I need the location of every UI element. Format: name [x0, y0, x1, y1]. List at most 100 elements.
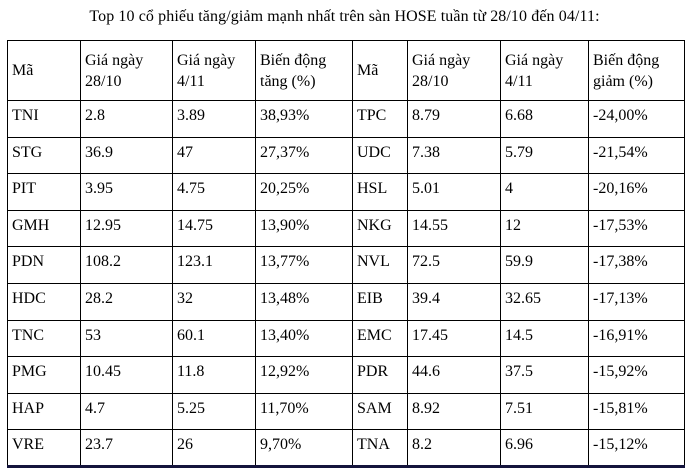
- value-cell: 37.5: [500, 356, 589, 394]
- value-cell: 23.7: [80, 429, 173, 467]
- value-cell: 7.38: [407, 136, 501, 175]
- value-cell: 14.55: [407, 209, 501, 248]
- value-cell: -15,92%: [588, 356, 685, 394]
- table-row: PIT 3.95 4.75 20,25% HSL 5.01 4 -20,16%: [7, 173, 685, 211]
- value-cell: 26: [172, 429, 256, 467]
- value-cell: 4.75: [172, 173, 256, 211]
- value-cell: 5.01: [407, 173, 501, 211]
- value-cell: -17,53%: [588, 209, 685, 248]
- stock-code-cell: EMC: [352, 319, 408, 358]
- value-cell: 3.89: [172, 100, 256, 138]
- stock-code-cell: UDC: [352, 136, 408, 175]
- table-row: TNC 53 60.1 13,40% EMC 17.45 14.5 -16,91%: [7, 319, 685, 358]
- table-row: TNI 2.8 3.89 38,93% TPC 8.79 6.68 -24,00%: [7, 100, 685, 138]
- value-cell: -15,81%: [588, 392, 685, 431]
- value-cell: 72.5: [407, 246, 501, 284]
- value-cell: 3.95: [80, 173, 173, 211]
- table-row: HAP 4.7 5.25 11,70% SAM 8.92 7.51 -15,81%: [7, 392, 685, 431]
- stock-code-cell: VRE: [7, 429, 81, 467]
- value-cell: 20,25%: [255, 173, 353, 211]
- stock-code-cell: PDN: [7, 246, 81, 284]
- value-cell: 5.25: [172, 392, 256, 431]
- stock-code-cell: HSL: [352, 173, 408, 211]
- header-price-0411-losers: Giá ngày 4/11: [500, 40, 589, 101]
- value-cell: 13,48%: [255, 282, 353, 321]
- value-cell: 39.4: [407, 282, 501, 321]
- value-cell: 108.2: [80, 246, 173, 284]
- stock-code-cell: TNI: [7, 100, 81, 138]
- stock-code-cell: NKG: [352, 209, 408, 248]
- value-cell: 13,77%: [255, 246, 353, 284]
- header-price-0411-gainers: Giá ngày 4/11: [172, 40, 256, 101]
- stock-code-cell: TNC: [7, 319, 81, 358]
- value-cell: -16,91%: [588, 319, 685, 358]
- value-cell: -15,12%: [588, 429, 685, 467]
- value-cell: -20,16%: [588, 173, 685, 211]
- value-cell: 38,93%: [255, 100, 353, 138]
- header-change-down: Biến động giảm (%): [588, 40, 685, 101]
- value-cell: 8.2: [407, 429, 501, 467]
- stock-code-cell: TNA: [352, 429, 408, 467]
- value-cell: 14.5: [500, 319, 589, 358]
- value-cell: 47: [172, 136, 256, 175]
- stock-code-cell: HDC: [7, 282, 81, 321]
- stock-table: Mã Giá ngày 28/10 Giá ngày 4/11 Biến độn…: [7, 40, 685, 468]
- value-cell: -24,00%: [588, 100, 685, 138]
- value-cell: 2.8: [80, 100, 173, 138]
- value-cell: 44.6: [407, 356, 501, 394]
- value-cell: 11,70%: [255, 392, 353, 431]
- stock-code-cell: EIB: [352, 282, 408, 321]
- value-cell: 5.79: [500, 136, 589, 175]
- value-cell: 12,92%: [255, 356, 353, 394]
- stock-code-cell: HAP: [7, 392, 81, 431]
- value-cell: 32.65: [500, 282, 589, 321]
- value-cell: 6.68: [500, 100, 589, 138]
- value-cell: 8.79: [407, 100, 501, 138]
- stock-code-cell: PDR: [352, 356, 408, 394]
- stock-code-cell: TPC: [352, 100, 408, 138]
- header-row: Mã Giá ngày 28/10 Giá ngày 4/11 Biến độn…: [7, 40, 685, 101]
- value-cell: 123.1: [172, 246, 256, 284]
- page-title: Top 10 cổ phiếu tăng/giảm mạnh nhất trên…: [89, 8, 600, 25]
- value-cell: 13,90%: [255, 209, 353, 248]
- stock-code-cell: PIT: [7, 173, 81, 211]
- value-cell: 60.1: [172, 319, 256, 358]
- table-row: PMG 10.45 11.8 12,92% PDR 44.6 37.5 -15,92%: [7, 356, 685, 394]
- header-code-losers: Mã: [352, 40, 408, 101]
- value-cell: 12.95: [80, 209, 173, 248]
- table-row: GMH 12.95 14.75 13,90% NKG 14.55 12 -17,53%: [7, 209, 685, 248]
- header-code-gainers: Mã: [7, 40, 81, 101]
- value-cell: 27,37%: [255, 136, 353, 175]
- table-row: PDN 108.2 123.1 13,77% NVL 72.5 59.9 -17,38%: [7, 246, 685, 284]
- header-price-2810-gainers: Giá ngày 28/10: [80, 40, 173, 101]
- value-cell: 53: [80, 319, 173, 358]
- stock-code-cell: PMG: [7, 356, 81, 394]
- value-cell: 11.8: [172, 356, 256, 394]
- value-cell: 8.92: [407, 392, 501, 431]
- stock-code-cell: GMH: [7, 209, 81, 248]
- value-cell: 12: [500, 209, 589, 248]
- value-cell: 17.45: [407, 319, 501, 358]
- value-cell: 7.51: [500, 392, 589, 431]
- table-body: TNI 2.8 3.89 38,93% TPC 8.79 6.68 -24,00% STG 36.…: [7, 100, 685, 467]
- table-row: STG 36.9 47 27,37% UDC 7.38 5.79 -21,54%: [7, 136, 685, 175]
- header-change-up: Biến động tăng (%): [255, 40, 353, 101]
- value-cell: 4: [500, 173, 589, 211]
- value-cell: 14.75: [172, 209, 256, 248]
- value-cell: 32: [172, 282, 256, 321]
- table-row: HDC 28.2 32 13,48% EIB 39.4 32.65 -17,13%: [7, 282, 685, 321]
- value-cell: 28.2: [80, 282, 173, 321]
- header-price-2810-losers: Giá ngày 28/10: [407, 40, 501, 101]
- value-cell: -17,13%: [588, 282, 685, 321]
- value-cell: 59.9: [500, 246, 589, 284]
- value-cell: 36.9: [80, 136, 173, 175]
- stock-code-cell: NVL: [352, 246, 408, 284]
- value-cell: 9,70%: [255, 429, 353, 467]
- value-cell: 13,40%: [255, 319, 353, 358]
- stock-code-cell: SAM: [352, 392, 408, 431]
- value-cell: 6.96: [500, 429, 589, 467]
- stock-code-cell: STG: [7, 136, 81, 175]
- value-cell: 4.7: [80, 392, 173, 431]
- value-cell: -21,54%: [588, 136, 685, 175]
